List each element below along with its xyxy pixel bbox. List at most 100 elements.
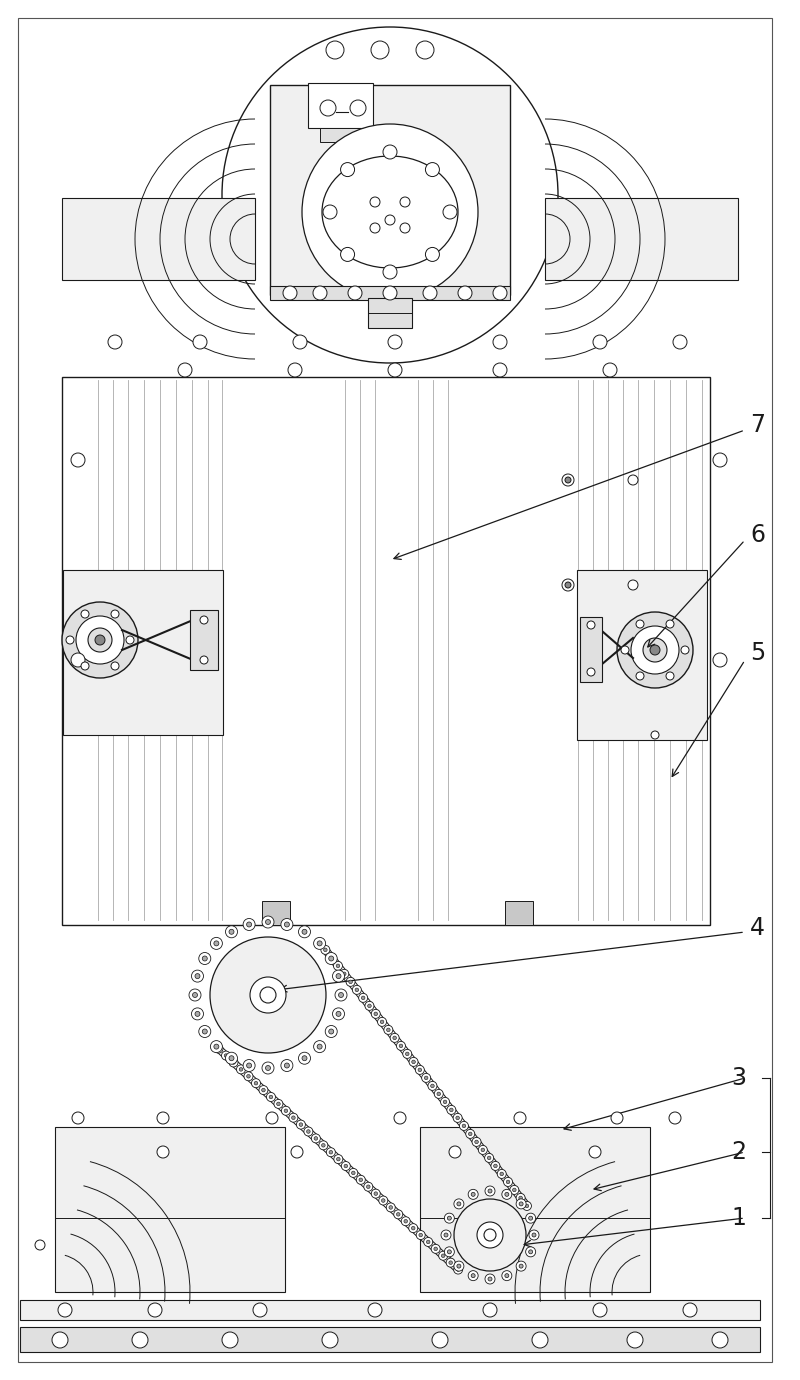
Circle shape (229, 929, 234, 934)
Circle shape (260, 987, 276, 1003)
Circle shape (251, 1079, 261, 1087)
Circle shape (562, 580, 574, 591)
Circle shape (488, 1276, 492, 1281)
Circle shape (434, 1089, 443, 1098)
Circle shape (302, 1056, 307, 1061)
Circle shape (350, 99, 366, 116)
Bar (190, 610, 218, 671)
Circle shape (402, 1049, 412, 1058)
Circle shape (681, 646, 689, 654)
Circle shape (593, 335, 607, 349)
Circle shape (478, 1145, 487, 1155)
Circle shape (281, 1060, 293, 1071)
Circle shape (311, 1134, 320, 1143)
Circle shape (95, 635, 105, 644)
Circle shape (474, 1140, 478, 1144)
Circle shape (466, 1129, 474, 1138)
Circle shape (397, 1042, 406, 1050)
Text: 4: 4 (750, 916, 765, 940)
Circle shape (344, 1165, 348, 1167)
Bar (20, 1328, 760, 1352)
Circle shape (477, 1223, 503, 1248)
Circle shape (282, 1107, 290, 1115)
Circle shape (356, 1176, 366, 1184)
Circle shape (157, 1145, 169, 1158)
Circle shape (317, 1045, 322, 1049)
Circle shape (388, 335, 402, 349)
Text: 3: 3 (731, 1065, 746, 1090)
Circle shape (394, 1210, 402, 1219)
Circle shape (253, 1303, 267, 1317)
Circle shape (441, 1097, 450, 1107)
Bar (320, 128, 362, 142)
Circle shape (52, 1332, 68, 1348)
Circle shape (383, 265, 397, 279)
Circle shape (383, 145, 397, 159)
Circle shape (111, 610, 119, 618)
Circle shape (428, 1082, 437, 1090)
Circle shape (532, 1232, 536, 1236)
Circle shape (383, 286, 397, 299)
Circle shape (471, 1274, 475, 1278)
Circle shape (222, 1052, 230, 1060)
Circle shape (214, 1045, 219, 1049)
Circle shape (291, 1145, 303, 1158)
Circle shape (250, 977, 286, 1013)
Circle shape (322, 1332, 338, 1348)
Circle shape (423, 286, 437, 299)
Circle shape (457, 1202, 461, 1206)
Circle shape (334, 962, 342, 970)
Circle shape (281, 919, 293, 930)
Circle shape (406, 1052, 409, 1056)
Circle shape (274, 1100, 283, 1108)
Circle shape (493, 335, 507, 349)
Circle shape (519, 1196, 522, 1199)
Circle shape (262, 1089, 266, 1092)
Circle shape (321, 945, 330, 955)
Circle shape (494, 1165, 498, 1167)
Circle shape (393, 1036, 397, 1039)
Circle shape (374, 1192, 378, 1195)
Circle shape (306, 1130, 310, 1133)
Circle shape (335, 989, 347, 1000)
Circle shape (526, 1248, 536, 1257)
Circle shape (400, 224, 410, 233)
Circle shape (266, 1065, 270, 1071)
Circle shape (506, 1180, 510, 1184)
Circle shape (358, 994, 368, 1002)
Circle shape (346, 977, 355, 987)
Circle shape (456, 1268, 460, 1271)
Circle shape (444, 1248, 454, 1257)
Circle shape (298, 926, 310, 938)
Circle shape (293, 335, 307, 349)
Circle shape (454, 1199, 464, 1209)
Circle shape (366, 1185, 370, 1188)
Circle shape (443, 1100, 447, 1104)
Circle shape (389, 1206, 393, 1209)
Circle shape (529, 1216, 533, 1220)
Circle shape (522, 1202, 531, 1210)
Circle shape (222, 28, 558, 363)
Circle shape (418, 1068, 422, 1072)
Circle shape (319, 1141, 328, 1150)
Circle shape (266, 919, 270, 925)
Circle shape (503, 1177, 513, 1187)
Circle shape (314, 937, 326, 949)
Circle shape (72, 1112, 84, 1123)
Circle shape (485, 1274, 495, 1283)
Circle shape (481, 1148, 485, 1152)
Circle shape (411, 1227, 415, 1230)
Circle shape (419, 1234, 422, 1236)
Circle shape (338, 992, 343, 998)
Text: 6: 6 (750, 523, 765, 546)
Circle shape (485, 1185, 495, 1196)
Circle shape (611, 1112, 623, 1123)
Circle shape (330, 956, 334, 959)
Circle shape (636, 620, 644, 628)
Circle shape (157, 1112, 169, 1123)
Text: 7: 7 (750, 413, 765, 437)
Circle shape (438, 1252, 448, 1260)
Circle shape (210, 1041, 222, 1053)
Circle shape (148, 1303, 162, 1317)
Circle shape (322, 1144, 325, 1147)
